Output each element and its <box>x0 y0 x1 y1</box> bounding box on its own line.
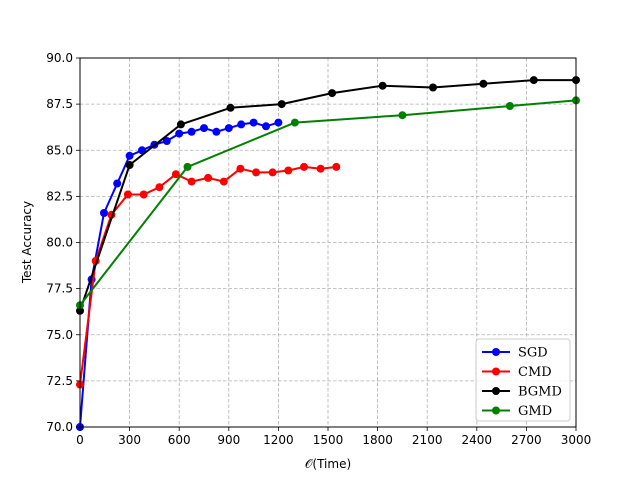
data-point-gmd <box>290 118 299 127</box>
y-tick-label: 85.0 <box>46 143 73 157</box>
data-point-gmd <box>183 162 192 171</box>
y-tick-label: 80.0 <box>46 236 73 250</box>
legend-marker <box>492 406 500 415</box>
legend-label: GMD <box>518 404 552 419</box>
y-tick-label: 70.0 <box>46 420 73 434</box>
data-point-cmd <box>219 177 228 186</box>
legend-marker <box>492 348 500 356</box>
x-tick-label: 2700 <box>511 433 542 447</box>
data-point-bgmd <box>176 120 185 129</box>
x-tick-label: 1500 <box>313 433 344 447</box>
x-tick-label: 3000 <box>561 433 592 447</box>
data-point-cmd <box>187 177 196 186</box>
legend-item-bgmd: BGMD <box>482 385 562 400</box>
data-point-cmd <box>316 164 325 173</box>
x-tick-label: 1200 <box>263 433 294 447</box>
data-point-sgd <box>237 120 246 129</box>
data-point-cmd <box>139 190 148 199</box>
data-point-bgmd <box>328 89 337 98</box>
x-tick-label: 0 <box>76 433 84 447</box>
data-point-cmd <box>171 170 180 179</box>
legend-item-cmd: CMD <box>482 365 552 380</box>
data-point-gmd <box>505 102 514 110</box>
data-point-cmd <box>268 168 277 177</box>
data-point-sgd <box>224 124 233 133</box>
data-point-cmd <box>123 190 132 199</box>
data-point-bgmd <box>125 161 134 169</box>
data-point-cmd <box>284 166 293 175</box>
x-tick-label: 2400 <box>462 433 493 447</box>
data-point-cmd <box>155 183 164 192</box>
data-point-bgmd <box>479 79 488 88</box>
legend-item-gmd: GMD <box>482 404 552 419</box>
y-tick-label: 75.0 <box>46 328 73 342</box>
data-point-cmd <box>252 168 261 177</box>
data-point-cmd <box>236 164 245 173</box>
data-point-bgmd <box>277 100 286 109</box>
data-point-bgmd <box>429 83 437 92</box>
data-point-sgd <box>125 151 134 160</box>
data-point-sgd <box>200 124 208 133</box>
data-point-bgmd <box>529 76 538 85</box>
data-point-sgd <box>138 146 146 155</box>
data-point-sgd <box>162 137 171 145</box>
y-tick-label: 77.5 <box>46 282 73 296</box>
legend-box <box>475 338 571 422</box>
legend-label: BGMD <box>518 385 562 400</box>
y-tick-label: 90.0 <box>46 51 73 65</box>
series-bgmd <box>76 76 580 315</box>
y-tick-label: 72.5 <box>46 374 73 388</box>
data-point-sgd <box>262 122 270 131</box>
data-point-bgmd <box>378 81 387 90</box>
series-layer <box>76 76 580 431</box>
legend-label: CMD <box>518 365 552 380</box>
y-tick-label: 87.5 <box>46 97 73 111</box>
data-point-sgd <box>274 118 283 127</box>
data-point-gmd <box>398 111 407 120</box>
data-point-sgd <box>100 209 108 217</box>
data-point-sgd <box>249 118 258 127</box>
axis-ticks: 0 300 600 900 1200 1500 1800 2100 2400 2700 3000 70… <box>46 51 591 447</box>
x-tick-label: 900 <box>217 433 240 447</box>
legend-item-sgd: SGD <box>482 346 548 361</box>
series-line-gmd <box>79 99 577 306</box>
data-point-sgd <box>113 179 122 188</box>
data-point-bgmd <box>226 103 235 112</box>
data-point-sgd <box>212 127 221 136</box>
data-point-cmd <box>300 162 308 171</box>
legend-marker <box>492 367 500 376</box>
x-axis-label: 𝒪(Time) <box>305 457 351 471</box>
x-tick-label: 600 <box>168 433 191 447</box>
x-tick-label: 300 <box>118 433 141 447</box>
x-tick-label: 1800 <box>362 433 393 447</box>
y-tick-label: 82.5 <box>46 189 73 203</box>
series-cmd <box>76 162 341 389</box>
data-point-sgd <box>187 127 196 136</box>
series-gmd <box>76 96 580 310</box>
data-point-cmd <box>204 173 213 182</box>
legend-marker <box>492 387 500 395</box>
data-point-cmd <box>332 162 341 171</box>
legend-label: SGD <box>518 346 548 361</box>
y-axis-label: Test Accuracy <box>20 201 34 284</box>
data-point-sgd <box>175 129 184 138</box>
legend: SGD CMD BGMD GMD <box>475 338 571 422</box>
x-tick-label: 2100 <box>412 433 443 447</box>
